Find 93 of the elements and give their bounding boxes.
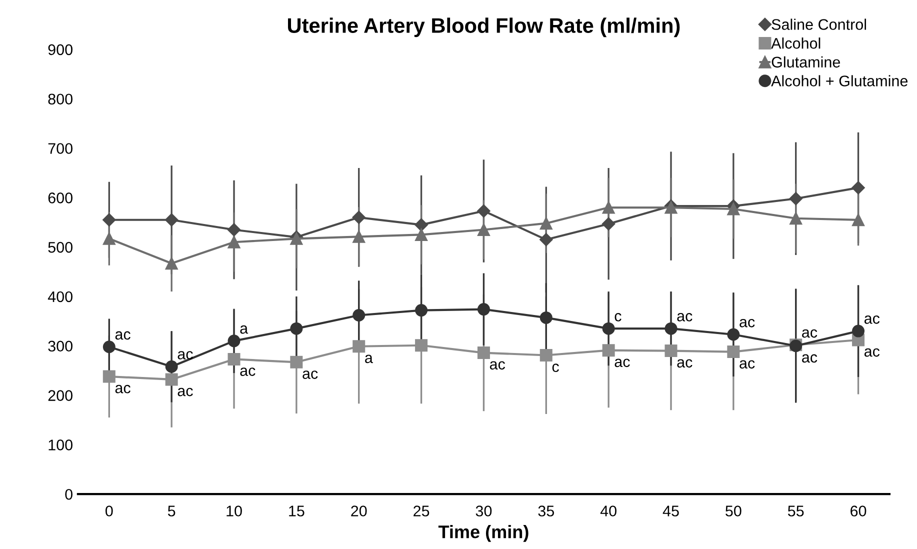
annotation: ac	[115, 331, 130, 340]
annotation: c	[614, 313, 622, 322]
point	[477, 303, 490, 316]
point	[852, 324, 865, 338]
annotation: a	[365, 354, 373, 364]
point	[852, 181, 865, 194]
point	[228, 352, 240, 366]
x-tick-label: 60	[850, 506, 866, 516]
point	[664, 322, 678, 335]
point	[228, 236, 240, 248]
annotation: ac	[614, 358, 630, 368]
annotation: ac	[864, 315, 880, 324]
y-tick-label: 500	[48, 242, 72, 253]
point	[664, 344, 678, 358]
point	[602, 322, 615, 335]
x-tick-label: 15	[289, 506, 304, 516]
point	[165, 373, 178, 386]
point	[165, 360, 178, 373]
legend-label: Glutamine	[772, 56, 840, 68]
annotation: ac	[740, 318, 755, 328]
y-tick-label: 900	[48, 44, 72, 56]
point	[102, 232, 116, 245]
annotation: ac	[802, 329, 818, 338]
annotation: ac	[740, 360, 755, 369]
point	[602, 217, 616, 230]
annotation: ac	[677, 313, 692, 322]
point	[352, 308, 366, 322]
legend-label: Alcohol + Glutamine	[771, 75, 908, 86]
y-tick-label: 400	[48, 291, 72, 302]
point	[477, 224, 490, 236]
annotation: ac	[490, 361, 506, 370]
x-tick-label: 55	[788, 506, 804, 516]
point	[415, 304, 428, 317]
point	[602, 201, 615, 214]
x-tick-label: 0	[106, 506, 113, 516]
point	[602, 344, 615, 357]
x-tick-label: 50	[726, 506, 742, 516]
annotation: ac	[178, 388, 193, 396]
point	[727, 202, 740, 216]
point	[540, 349, 552, 362]
point	[727, 328, 740, 341]
annotation: a	[240, 325, 248, 334]
y-tick-label: 800	[48, 94, 72, 105]
point	[228, 334, 240, 348]
annotation: ac	[864, 348, 880, 357]
annotation: ac	[677, 359, 692, 368]
point	[352, 340, 366, 353]
point	[290, 356, 303, 368]
x-tick-label: 5	[168, 506, 176, 516]
point	[540, 233, 553, 246]
point	[352, 230, 366, 243]
x-tick-label: 30	[476, 506, 492, 516]
point	[290, 322, 303, 335]
point	[789, 192, 802, 206]
point	[540, 217, 552, 230]
point	[352, 210, 366, 224]
x-axis-title: Time (min)	[438, 525, 528, 542]
point	[477, 346, 490, 360]
x-tick-label: 20	[351, 506, 367, 516]
legend-label: Saline Control	[772, 18, 866, 30]
annotation: ac	[240, 368, 256, 376]
point	[540, 311, 552, 324]
point	[102, 370, 116, 383]
y-tick-label: 700	[48, 143, 72, 154]
point	[165, 257, 178, 270]
point	[227, 223, 241, 236]
x-tick-label: 35	[538, 506, 554, 516]
annotation: c	[552, 364, 559, 372]
x-tick-label: 10	[226, 506, 242, 516]
point	[415, 228, 428, 241]
point	[852, 214, 865, 226]
annotation: ac	[115, 384, 130, 394]
x-tick-label: 25	[414, 506, 430, 516]
point	[415, 339, 428, 352]
chart-title: Uterine Artery Blood Flow Rate (ml/min)	[288, 18, 680, 38]
point	[164, 213, 178, 226]
y-tick-label: 0	[65, 488, 72, 500]
legend-label: Alcohol	[771, 38, 820, 49]
point	[102, 213, 116, 226]
point	[414, 218, 428, 232]
annotation: ac	[178, 351, 193, 360]
point	[790, 212, 802, 225]
x-tick-label: 45	[662, 506, 679, 516]
point	[477, 204, 490, 218]
annotation: ac	[802, 354, 818, 363]
point	[727, 346, 740, 358]
annotation: ac	[302, 370, 318, 379]
y-tick-label: 200	[48, 390, 72, 401]
y-tick-label: 600	[48, 192, 72, 204]
point	[102, 340, 116, 354]
y-tick-label: 300	[48, 340, 72, 352]
x-tick-label: 40	[600, 506, 616, 516]
y-tick-label: 100	[48, 440, 72, 450]
